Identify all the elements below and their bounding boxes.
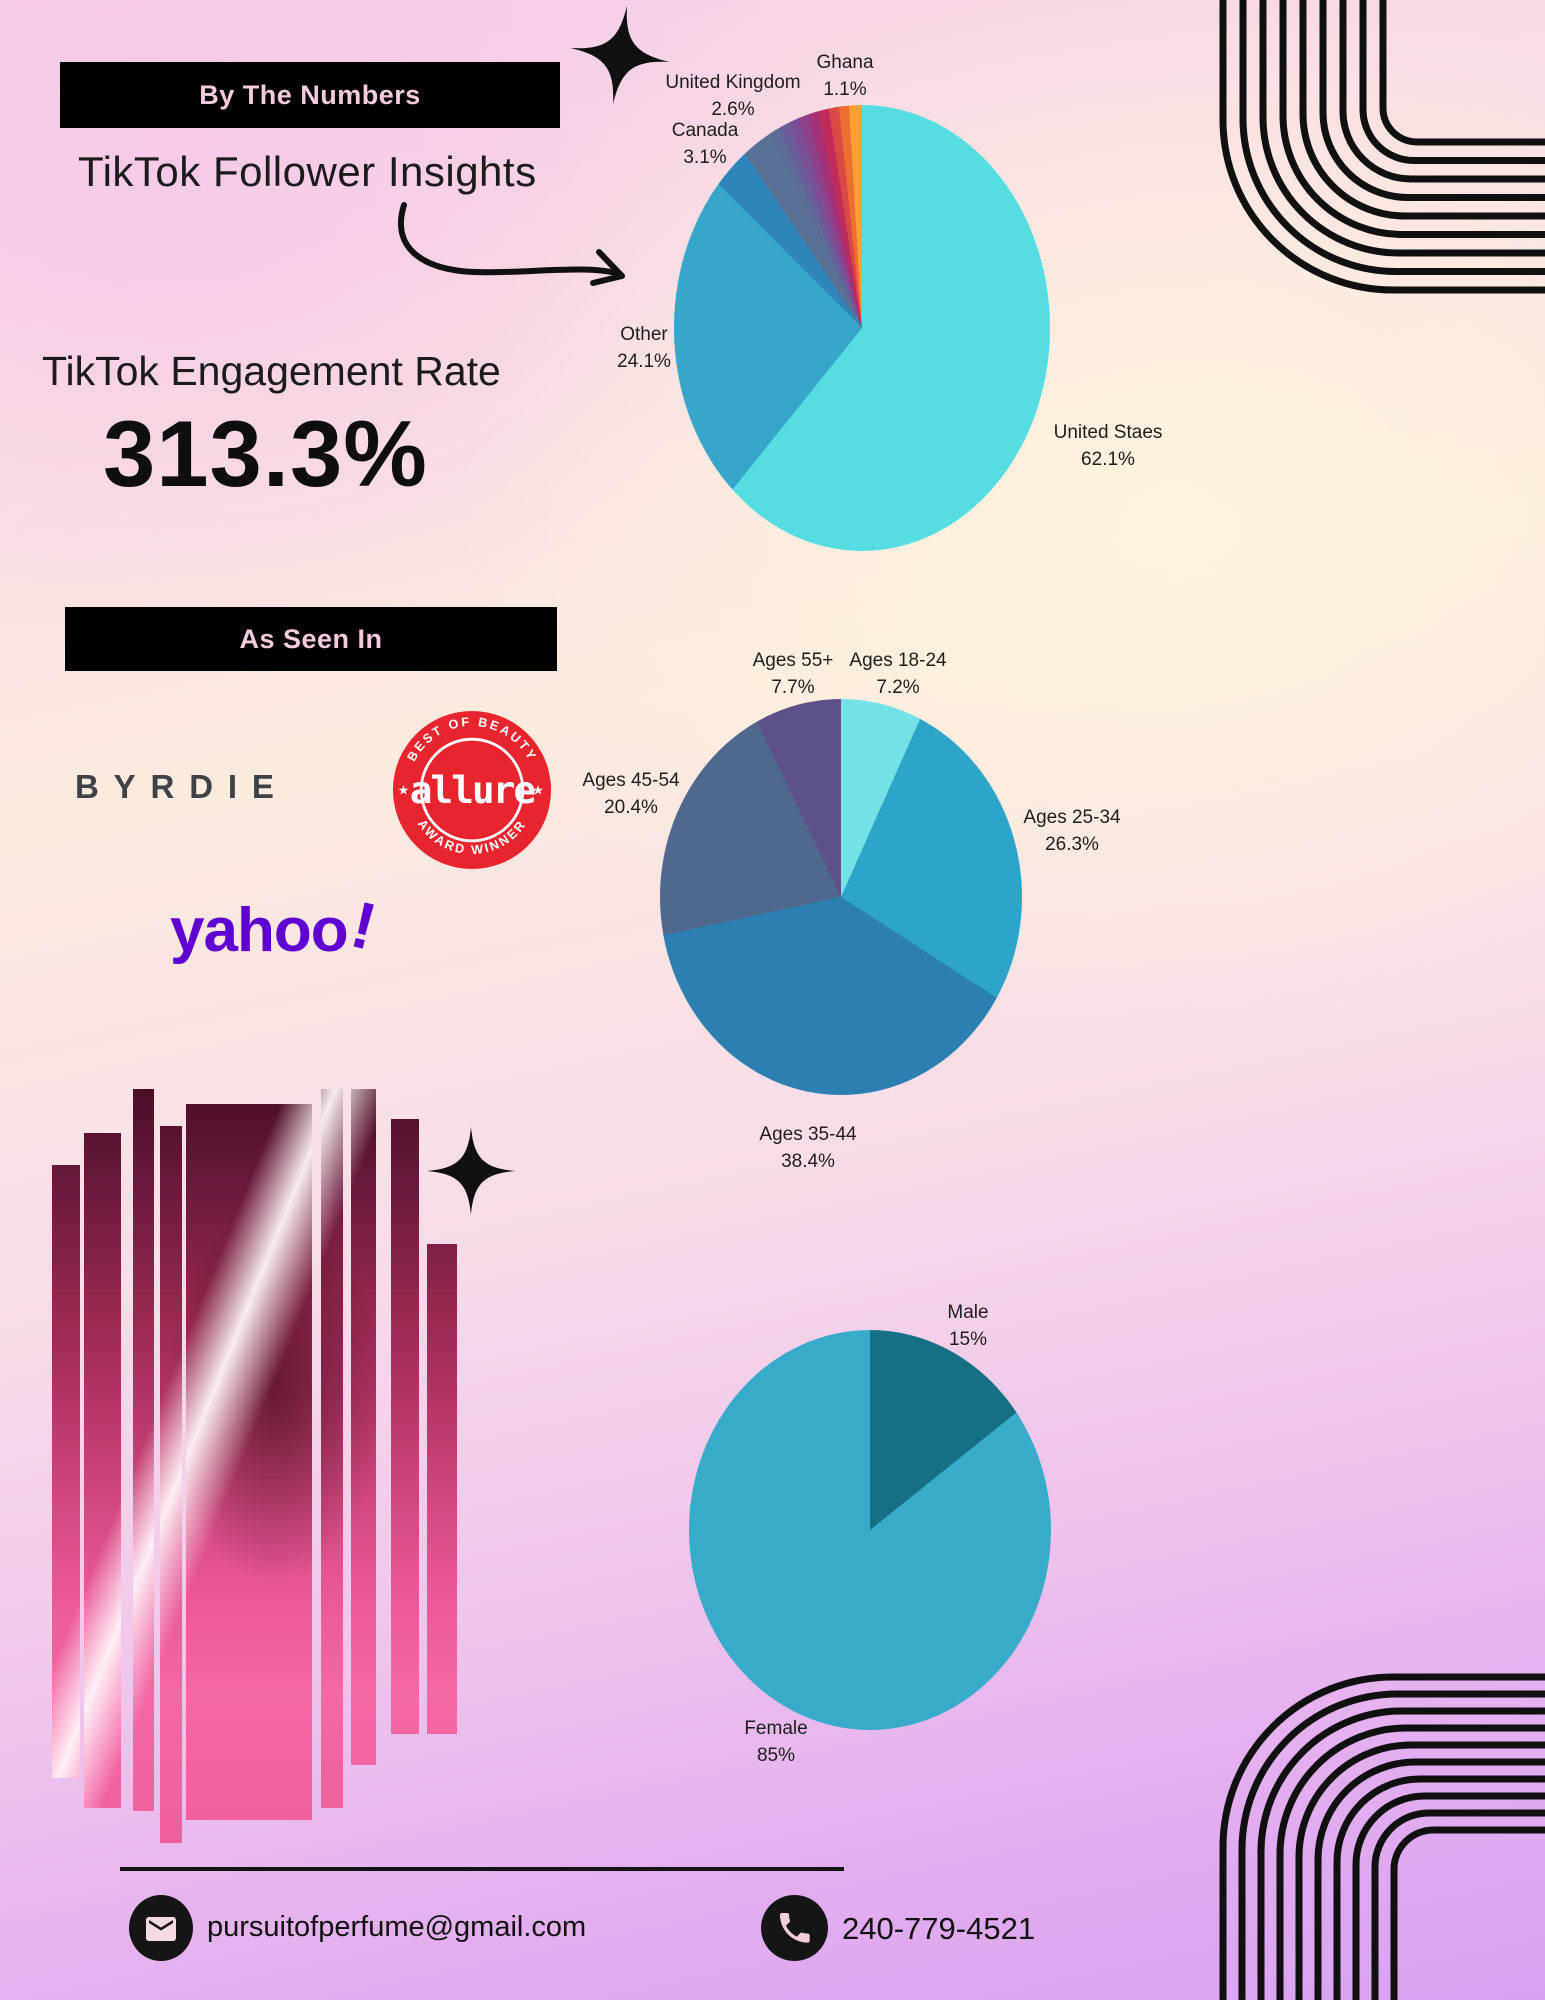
pie-label-canada: Canada 3.1% — [671, 120, 739, 168]
photo-strip — [84, 1133, 121, 1808]
as-seen-in-banner: As Seen In — [65, 607, 557, 671]
photo-strip — [160, 1126, 182, 1843]
phone-icon — [761, 1895, 828, 1961]
svg-text:allure: allure — [410, 768, 536, 812]
by-the-numbers-banner: By The Numbers — [60, 62, 560, 128]
corner-lines-bottom-right — [1219, 1673, 1545, 2000]
pie-label-ages-45-54: Ages 45-54 20.4% — [582, 770, 680, 818]
page-title: TikTok Follower Insights — [78, 148, 537, 195]
svg-text:★: ★ — [532, 783, 544, 798]
as-seen-in-label: As Seen In — [239, 623, 383, 654]
photo-strip — [351, 1089, 376, 1765]
pie-label-ages-25-34: Ages 25-34 26.3% — [1023, 807, 1121, 855]
yahoo-logo: yahoo! — [170, 886, 383, 965]
engagement-rate-label: TikTok Engagement Rate — [42, 348, 501, 394]
email-icon — [129, 1895, 193, 1961]
pie-label-ages-35-44: Ages 35-44 38.4% — [759, 1124, 857, 1172]
photo-strip — [427, 1244, 457, 1734]
corner-lines-top-right — [1219, 0, 1545, 294]
email-text: pursuitofperfume@gmail.com — [207, 1911, 587, 1943]
pie-followers-by-age — [660, 698, 1022, 1096]
phone-text: 240-779-4521 — [842, 1911, 1036, 1946]
pie-label-ghana: Ghana 1.1% — [816, 52, 874, 100]
footer-divider — [120, 1867, 844, 1871]
portrait-photo-strips — [52, 1089, 457, 1843]
sparkle-star-icon — [570, 5, 670, 105]
pie-label-female: Female 85% — [744, 1718, 808, 1766]
pie-label-ages-55: Ages 55+ 7.7% — [752, 650, 834, 698]
byrdie-logo: BYRDIE — [75, 768, 289, 805]
engagement-rate-value: 313.3% — [103, 401, 428, 506]
photo-strip — [52, 1165, 80, 1778]
photo-strip — [186, 1104, 312, 1820]
pie-label-united-kingdom: United Kingdom 2.6% — [665, 72, 801, 120]
svg-text:★: ★ — [398, 783, 410, 798]
sparkle-star-icon — [426, 1126, 516, 1216]
pie-followers-by-country — [674, 105, 1050, 551]
photo-strip — [133, 1089, 154, 1811]
pie-label-male: Male 15% — [947, 1302, 989, 1350]
allure-award-badge: BEST OF BEAUTY AWARD WINNER ★ ★ allure — [392, 710, 552, 870]
pie-label-united-states: United Staes 62.1% — [1053, 422, 1163, 470]
curved-arrow-icon — [397, 202, 625, 286]
by-the-numbers-label: By The Numbers — [199, 79, 421, 110]
pie-label-other: Other 24.1% — [617, 324, 671, 372]
pie-followers-by-gender — [689, 1329, 1051, 1731]
pie-label-ages-18-24: Ages 18-24 7.2% — [849, 650, 947, 698]
photo-strip — [321, 1089, 343, 1808]
photo-strip — [391, 1119, 419, 1734]
